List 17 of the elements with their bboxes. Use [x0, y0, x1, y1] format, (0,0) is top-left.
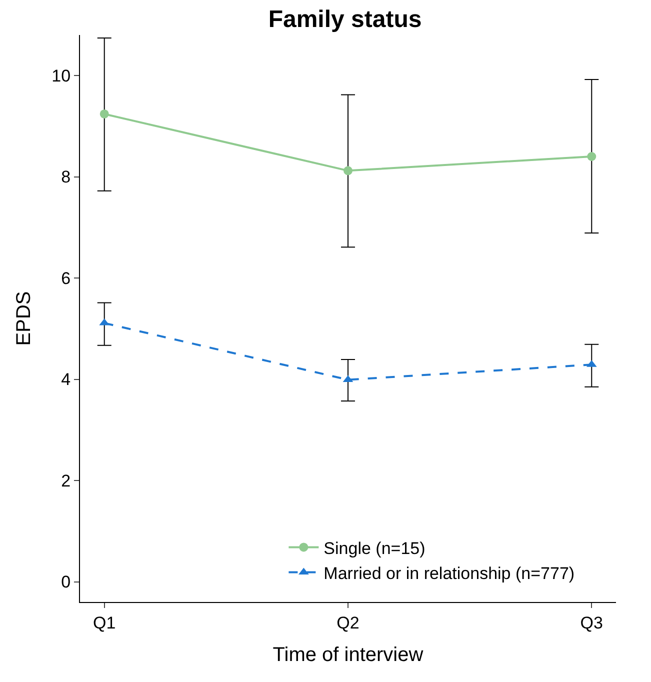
point: [344, 166, 352, 176]
x-tick-label: Q2: [336, 613, 360, 632]
legend-label: Married or in relationship (n=777): [324, 564, 575, 583]
y-tick-label: 8: [61, 168, 71, 187]
legend-label: Single (n=15): [324, 538, 426, 558]
x-tick-label: Q1: [93, 613, 116, 632]
point: [587, 152, 596, 161]
chart-title: Family status: [268, 6, 422, 34]
y-tick-label: 6: [61, 268, 71, 288]
x-axis-title: Time of interview: [272, 644, 424, 666]
y-tick-label: 2: [61, 471, 71, 490]
point: [100, 109, 109, 118]
y-tick-label: 0: [61, 572, 71, 592]
y-tick-label: 10: [52, 66, 71, 86]
y-tick-label: 4: [61, 370, 71, 390]
y-axis-title: EPDS: [13, 291, 36, 346]
x-tick-label: Q3: [580, 613, 603, 632]
